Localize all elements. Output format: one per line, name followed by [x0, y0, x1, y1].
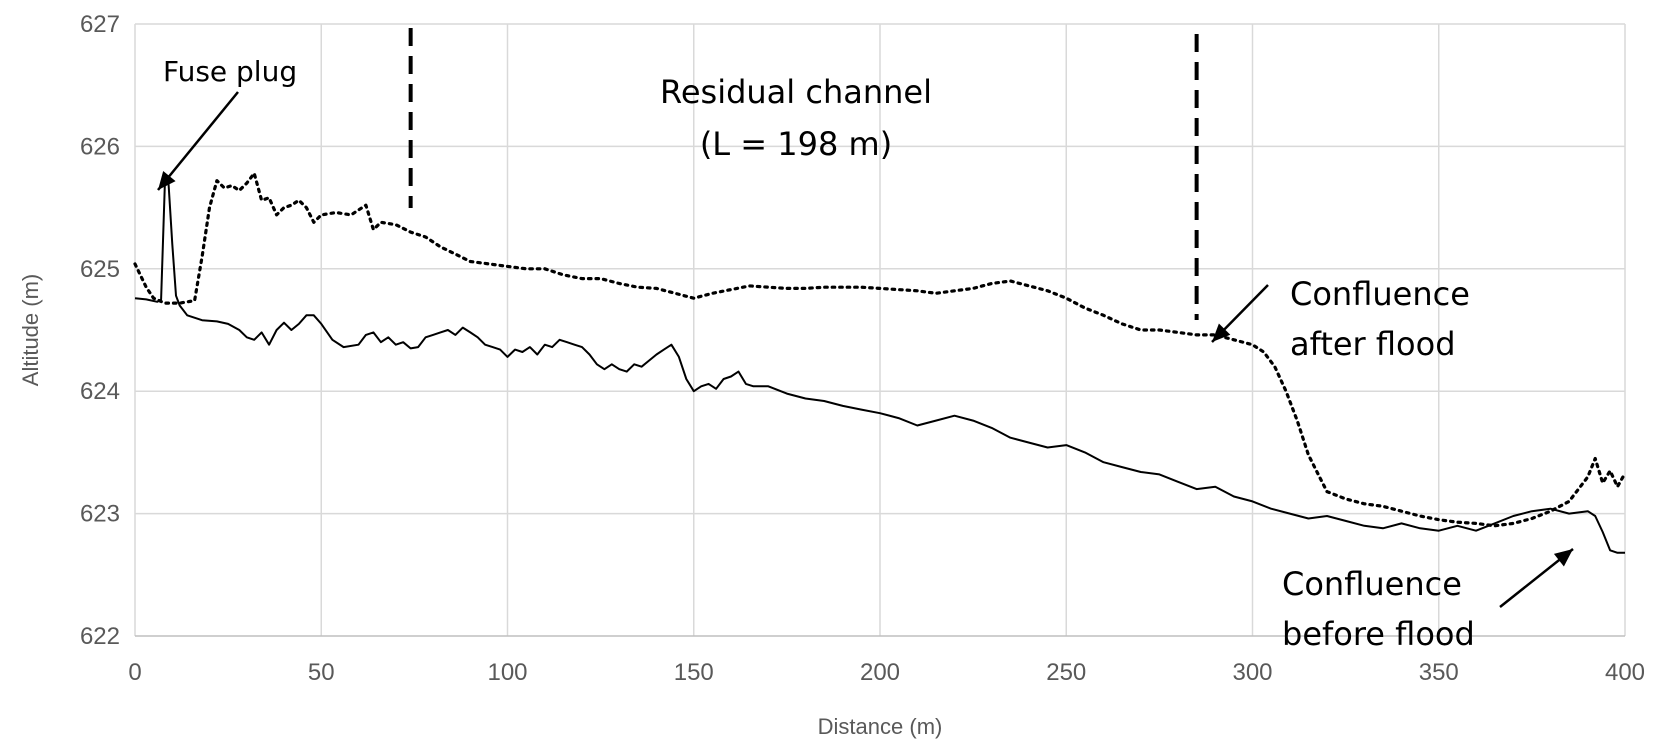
y-axis-title: Altitude (m) — [18, 274, 43, 386]
x-tick-label-200: 200 — [860, 659, 900, 686]
x-tick-label-150: 150 — [674, 659, 714, 686]
x-tick-label-0: 0 — [128, 659, 141, 686]
residual-channel-label: Residual channel — [660, 73, 932, 111]
confluence-before-arrow-head — [1553, 549, 1573, 567]
y-tick-label-622: 622 — [80, 623, 120, 650]
fuse-plug-arrow-head — [158, 170, 176, 190]
x-axis-title: Distance (m) — [818, 714, 943, 739]
confluence-after-arrow-head — [1212, 323, 1231, 342]
y-tick-label-623: 623 — [80, 501, 120, 528]
residual-channel-length-label: (L = 198 m) — [700, 125, 892, 163]
grid-lines — [134, 23, 1626, 637]
before-flood-profile-line — [134, 182, 1625, 554]
data-series — [133, 171, 1627, 554]
x-tick-label-350: 350 — [1419, 659, 1459, 686]
annotation-arrows — [157, 91, 1574, 608]
x-tick-label-50: 50 — [308, 659, 335, 686]
y-tick-label-626: 626 — [80, 133, 120, 160]
confluence-before-label-line2: before flood — [1282, 615, 1475, 653]
fuse-plug-arrow-shaft — [157, 91, 239, 191]
after-flood-profile-line — [133, 171, 1627, 528]
confluence-after-label-line2: after flood — [1290, 325, 1456, 363]
x-tick-label-250: 250 — [1046, 659, 1086, 686]
residual-channel-bounds — [408, 28, 1199, 320]
fuse-plug-label: Fuse plug — [163, 55, 297, 88]
y-tick-label-625: 625 — [80, 256, 120, 283]
y-tick-label-624: 624 — [80, 378, 120, 405]
x-tick-label-400: 400 — [1605, 659, 1645, 686]
x-tick-label-100: 100 — [487, 659, 527, 686]
confluence-after-label-line1: Confluence — [1290, 275, 1470, 313]
confluence-before-label-line1: Confluence — [1282, 565, 1462, 603]
x-tick-label-300: 300 — [1232, 659, 1272, 686]
y-tick-label-627: 627 — [80, 11, 120, 38]
tick-labels: 622 623 624 625 626 627 0 50 100 150 200 250 300 350 4… — [80, 11, 1645, 686]
